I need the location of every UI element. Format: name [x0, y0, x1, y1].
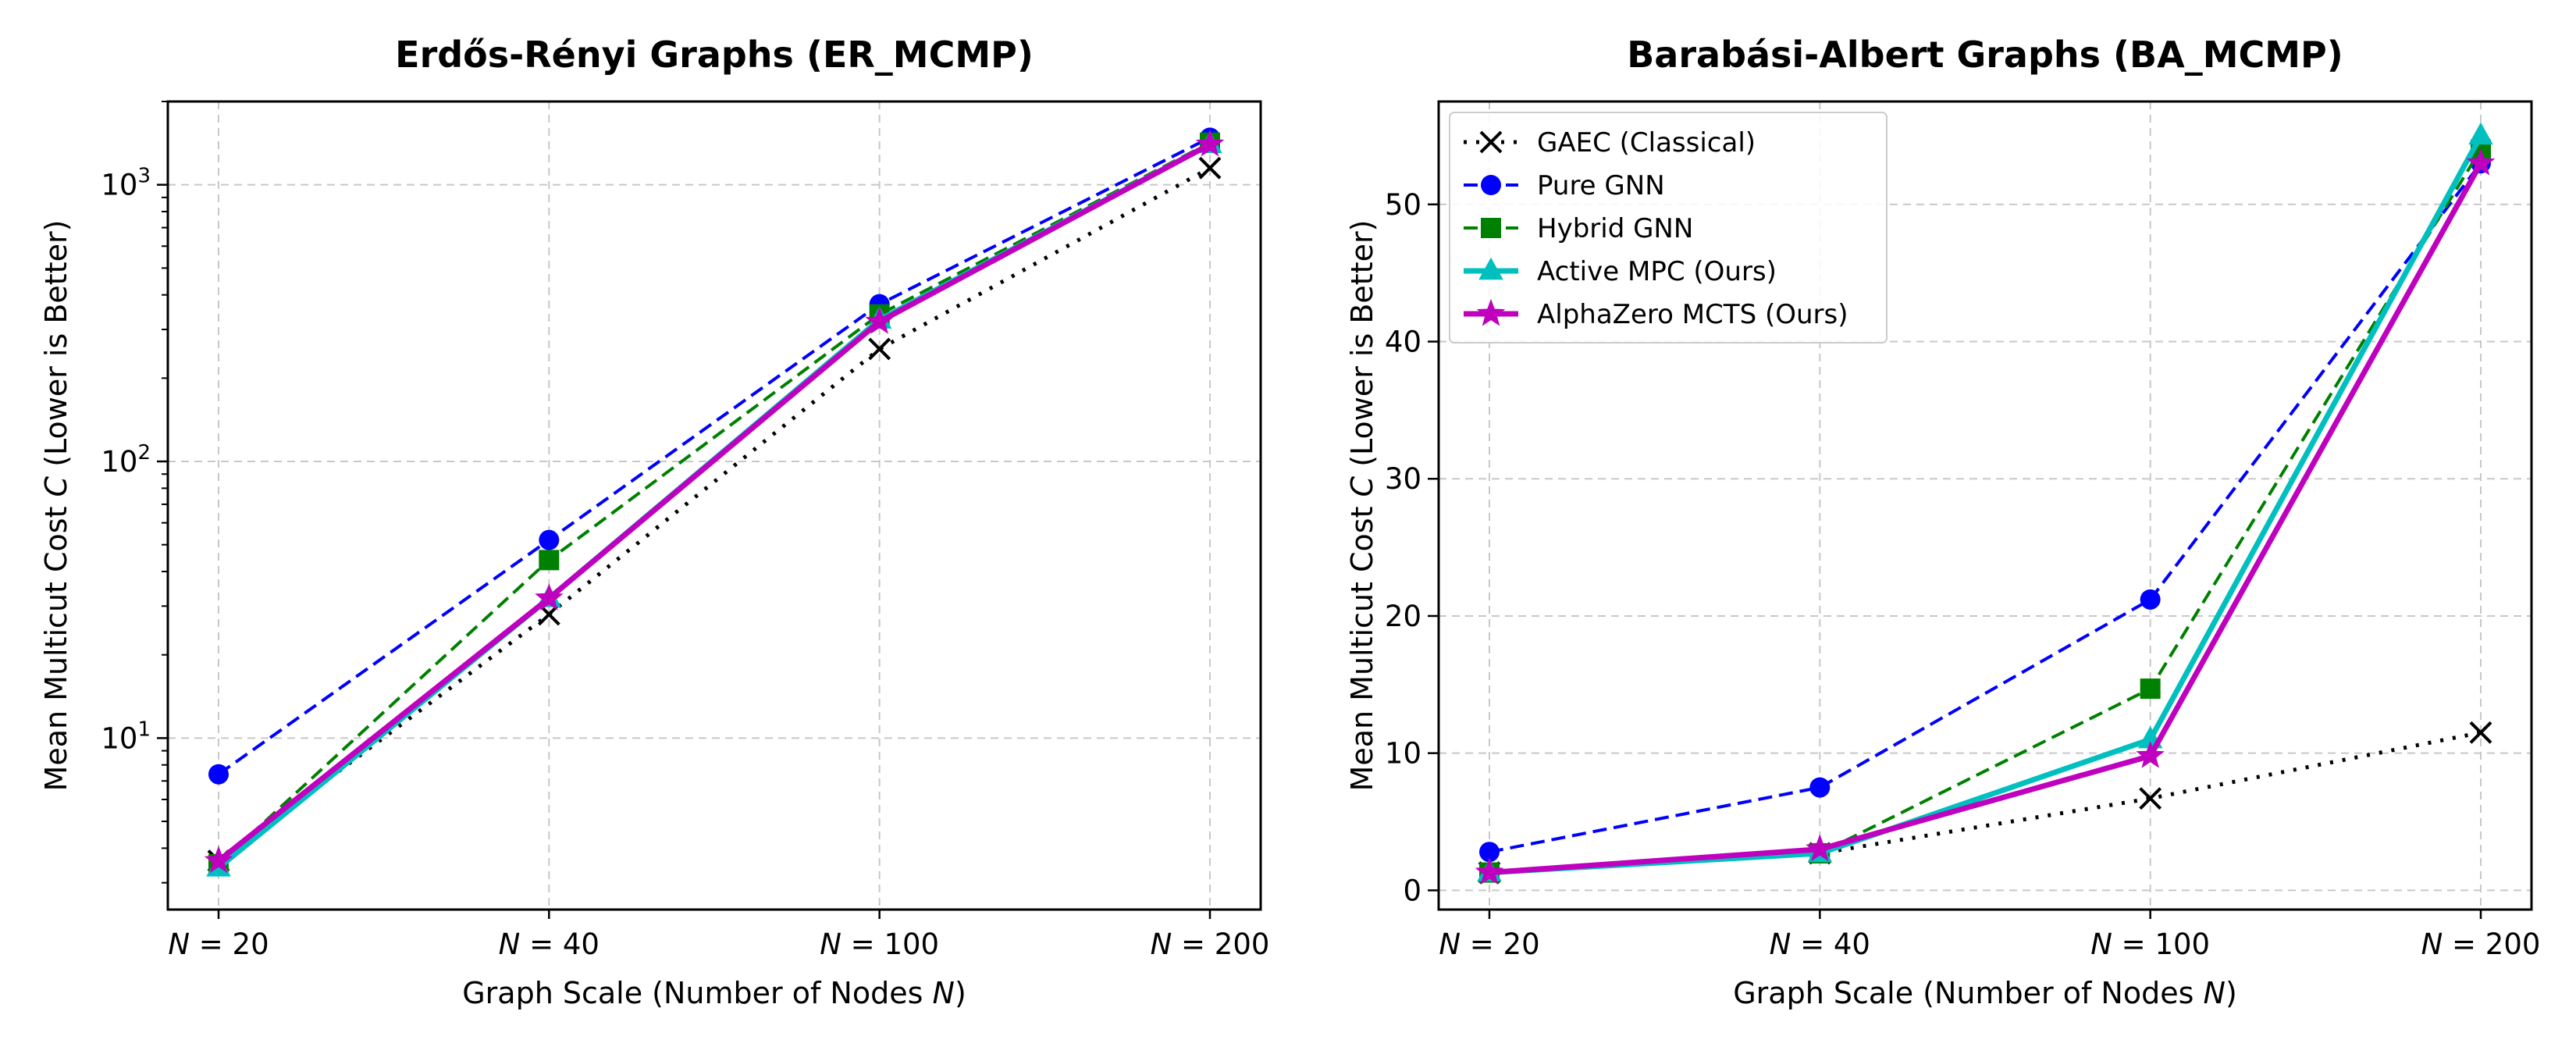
data-point: [2136, 741, 2165, 768]
x-tick-label: N = 100: [2090, 928, 2210, 961]
er-chart-panel: N = 20 N = 40 N = 100 N = 200 101 102 103 Erdős…: [39, 34, 1269, 1010]
plot-frame: [1437, 100, 2533, 911]
data-point: [2139, 787, 2162, 810]
y-tick-label: 102: [101, 441, 151, 479]
legend-item: GAEC (Classical): [1464, 127, 1756, 158]
x-tick-label: N = 40: [1770, 928, 1870, 961]
data-point: [539, 550, 560, 571]
legend-item: Pure GNN: [1464, 170, 1665, 201]
data-point: [1198, 156, 1222, 180]
data-point: [1806, 834, 1834, 862]
x-tick-label: N = 40: [499, 928, 600, 961]
series-0: [207, 156, 1222, 873]
chart-title: Barabási-Albert Graphs (BA_MCMP): [1627, 34, 2343, 76]
y-tick-label: 40: [1385, 326, 1421, 359]
data-point: [865, 306, 894, 334]
legend-label: AlphaZero MCTS (Ours): [1537, 299, 1848, 330]
x-tick-label: N = 200: [1151, 928, 1270, 961]
legend-marker: [1481, 175, 1501, 195]
series-line: [217, 141, 1211, 866]
legend-marker: [1476, 298, 1506, 326]
x-tick-label: N = 200: [2421, 928, 2541, 961]
data-point: [2140, 589, 2161, 610]
series-line: [217, 166, 1212, 863]
chart-title: Erdős-Rényi Graphs (ER_MCMP): [395, 34, 1034, 76]
x-tick-label: N = 100: [820, 928, 939, 961]
data-point: [2140, 678, 2161, 700]
ba-chart-panel: N = 20 N = 40 N = 100 N = 200 0 10 20 30 40 50 Bar…: [1345, 34, 2540, 1010]
legend-marker: [1478, 257, 1503, 280]
data-point: [1475, 857, 1504, 885]
legend-label: Pure GNN: [1537, 170, 1665, 201]
data-point: [539, 529, 560, 550]
series-4: [204, 129, 1225, 874]
y-tick-label: 103: [101, 165, 151, 202]
y-tick-label: 50: [1385, 188, 1421, 222]
data-point: [204, 846, 233, 874]
data-point: [2468, 122, 2493, 145]
x-tick-label: N = 20: [168, 928, 269, 961]
y-tick-label: 10: [1385, 737, 1421, 771]
data-point: [1809, 777, 1831, 798]
grid: [168, 101, 1261, 910]
legend-box: [1449, 112, 1888, 344]
legend-marker: [1479, 130, 1503, 154]
legend-marker: [1481, 218, 1501, 238]
legend-item: AlphaZero MCTS (Ours): [1464, 298, 1848, 330]
series-1: [1479, 153, 2491, 863]
x-axis-label: Graph Scale (Number of Nodes N): [1733, 976, 2237, 1010]
plot-frame: [166, 100, 1262, 911]
legend-label: Hybrid GNN: [1537, 213, 1693, 244]
data-point: [208, 764, 229, 785]
x-tick-label: N = 20: [1439, 928, 1539, 961]
series-line: [216, 141, 1212, 871]
data-point: [2466, 148, 2496, 176]
y-tick-label: 0: [1403, 874, 1421, 907]
data-point: [2469, 721, 2492, 744]
series-3: [206, 130, 1222, 877]
y-axis-label: Mean Multicut Cost C (Lower is Better): [39, 220, 73, 792]
legend-label: GAEC (Classical): [1537, 127, 1756, 158]
y-tick-label: 20: [1385, 600, 1421, 633]
series-4: [1475, 148, 2496, 885]
x-axis-label: Graph Scale (Number of Nodes N): [462, 976, 966, 1010]
legend-item: Hybrid GNN: [1464, 213, 1693, 244]
series-line: [216, 141, 1212, 863]
data-point: [1479, 842, 1500, 863]
series-line: [1489, 162, 2484, 876]
legend: GAEC (Classical) Pure GNN Hybrid GNN Active…: [1449, 112, 1888, 344]
series-line: [1489, 148, 2482, 874]
data-point: [535, 583, 564, 611]
y-tick-label: 30: [1385, 462, 1421, 496]
legend-item: Active MPC (Ours): [1464, 256, 1777, 287]
y-axis-label: Mean Multicut Cost C (Lower is Better): [1345, 220, 1379, 792]
y-tick-label: 101: [101, 718, 151, 755]
legend-label: Active MPC (Ours): [1537, 256, 1777, 287]
data-point: [1195, 129, 1225, 157]
series-line: [217, 136, 1211, 776]
data-point: [868, 337, 891, 361]
